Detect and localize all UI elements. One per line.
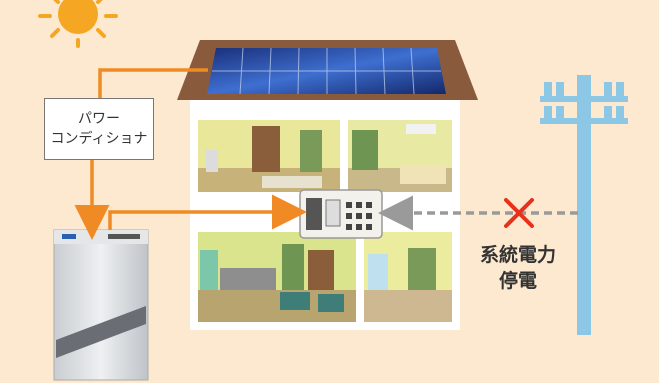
solar-flow-arrows xyxy=(74,68,307,240)
room-lower-left xyxy=(198,232,356,322)
utility-pole-icon xyxy=(540,75,628,335)
power-conditioner-line2: コンディショナ xyxy=(50,131,148,147)
storage-battery-icon xyxy=(53,229,149,381)
room-lower-right xyxy=(364,232,452,322)
grid-outage-line2: 停電 xyxy=(498,270,537,292)
room-upper-right xyxy=(348,120,452,192)
grid-outage-label: 系統電力 停電 xyxy=(468,242,568,294)
room-upper-left xyxy=(198,120,340,192)
power-conditioner-line1: パワー xyxy=(78,111,120,127)
power-conditioner-label: パワー コンディショナ xyxy=(44,98,154,160)
grid-outage-line1: 系統電力 xyxy=(479,244,556,266)
cross-icon xyxy=(504,198,534,228)
house xyxy=(177,40,478,330)
solar-panel xyxy=(207,47,446,95)
sun-icon xyxy=(38,0,118,48)
distribution-board-icon xyxy=(299,189,383,239)
